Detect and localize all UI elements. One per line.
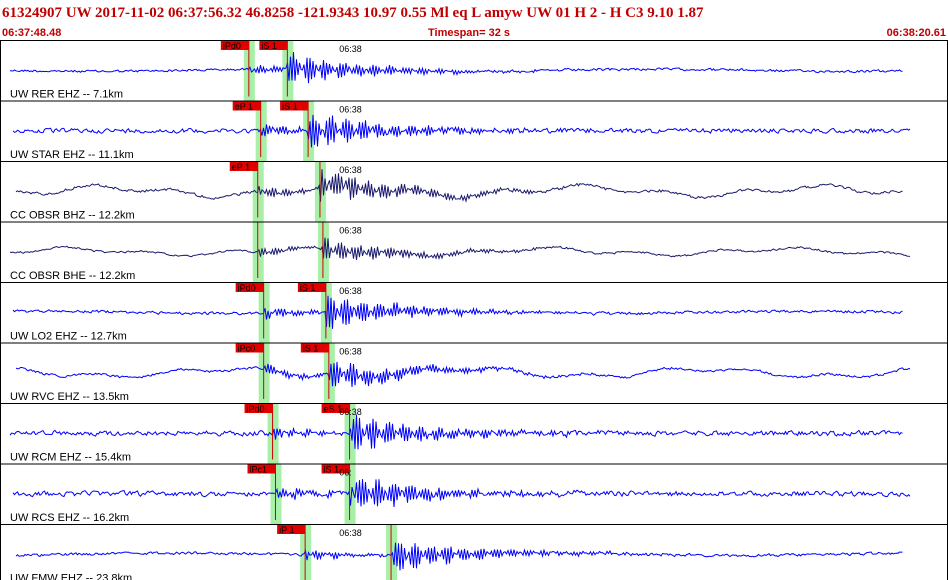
p-pick-label: iP 1	[279, 525, 294, 535]
p-pick-label: iPd0	[247, 404, 265, 414]
time-tick-label: 06:38	[339, 226, 362, 236]
s-pick-label: iS 1	[300, 283, 316, 293]
time-tick-label: 06:38	[339, 407, 362, 417]
s-pick-label: iS 1	[303, 344, 319, 354]
s-pick-flag	[280, 101, 309, 111]
p-pick-label: iPc0	[238, 344, 256, 354]
p-pick-label: iPd0	[223, 41, 241, 51]
p-pick-flag	[229, 162, 258, 171]
channel-label: UW LO2 EHZ -- 12.7km	[10, 331, 127, 343]
p-pick-label: eP 1	[235, 102, 253, 112]
time-tick-label: 06:38	[339, 347, 362, 357]
waveform-trace	[9, 51, 903, 84]
channel-label: UW RER EHZ -- 7.1km	[10, 89, 123, 101]
p-pick-flag	[235, 283, 264, 292]
trace-panel	[0, 221, 948, 283]
s-pick-label: iS 1	[324, 465, 340, 475]
trace-panel	[0, 161, 948, 223]
time-tick-label: 06:38	[339, 165, 362, 175]
p-pick-flag	[244, 404, 273, 413]
s-pick-label: eS 1	[324, 404, 343, 414]
time-tick-label: 06:38	[339, 286, 362, 296]
channel-label: UW RCS EHZ -- 16.2km	[10, 512, 129, 524]
p-pick-flag	[220, 41, 249, 50]
p-pick-flag	[277, 525, 306, 534]
waveform-trace	[9, 414, 903, 450]
p-pick-label: iPc1	[250, 465, 268, 475]
p-pick-flag	[247, 464, 276, 474]
channel-label: UW STAR EHZ -- 11.1km	[10, 149, 134, 161]
s-pick-flag	[321, 464, 350, 474]
waveform-trace	[15, 542, 903, 571]
s-pick-flag	[259, 41, 288, 50]
channel-label: UW RVC EHZ -- 13.5km	[10, 391, 129, 403]
channel-label: CC OBSR BHZ -- 12.2km	[10, 210, 135, 222]
p-pick-label: eP 1	[232, 162, 250, 172]
end-time-label: 06:38:20.61	[887, 27, 946, 39]
waveform-trace	[15, 169, 903, 203]
trace-panel	[0, 342, 948, 404]
p-pick-flag	[235, 343, 264, 353]
time-tick-label: 06:	[339, 468, 352, 478]
channel-label: UW RCM EHZ -- 15.4km	[10, 452, 131, 464]
waveform-trace	[9, 237, 911, 261]
event-header: 61324907 UW 2017-11-02 06:37:56.32 46.82…	[2, 5, 704, 21]
s-pick-flag	[297, 283, 326, 292]
s-pick-label: iS 1	[261, 41, 277, 51]
p-pick-label: iPd0	[238, 283, 256, 293]
p-pick-flag	[232, 101, 261, 111]
time-tick-label: 06:38	[339, 528, 362, 538]
waveform-trace	[12, 479, 911, 508]
time-tick-label: 06:38	[339, 44, 362, 54]
s-pick-label: iS 1	[282, 102, 298, 112]
trace-panels: iPd0 iS 1 06:38 UW RER EHZ -- 7.1km eP 1 iS 1…	[0, 40, 948, 580]
waveform-trace	[12, 114, 911, 148]
s-pick-flag	[321, 404, 350, 413]
start-time-label: 06:37:48.48	[2, 27, 61, 39]
waveform-trace	[15, 361, 911, 388]
s-pick-flag	[300, 343, 329, 353]
time-tick-label: 06:38	[339, 105, 362, 115]
timespan-label: Timespan= 32 s	[428, 27, 510, 39]
channel-label: CC OBSR BHE -- 12.2km	[10, 270, 135, 282]
channel-label: UW FMW EHZ -- 23.8km	[10, 573, 132, 580]
waveform-trace	[12, 295, 903, 329]
trace-panel	[0, 524, 948, 580]
